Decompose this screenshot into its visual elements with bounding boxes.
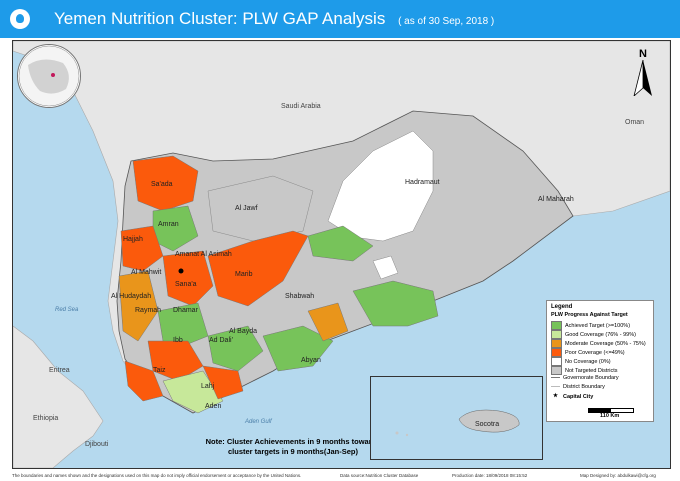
- label-ethiopia: Ethiopia: [33, 415, 59, 422]
- socotra-inset: Socotra: [370, 376, 543, 460]
- legend-swatch: [551, 366, 562, 375]
- region-daleh: [202, 365, 244, 400]
- note-line1: Note: Cluster Achievements in 9 months t…: [205, 437, 381, 446]
- page-title: Yemen Nutrition Cluster: PLW GAP Analysi…: [54, 9, 494, 29]
- globe-locator: [17, 44, 81, 108]
- legend-item: ★ Capital City: [551, 393, 593, 401]
- globe-icon: [18, 45, 80, 107]
- header-bar: Yemen Nutrition Cluster: PLW GAP Analysi…: [0, 0, 680, 38]
- gov-almaharah: Al Maharah: [538, 196, 574, 203]
- gov-shabwah: Shabwah: [285, 293, 315, 300]
- region-shabwah-green: [352, 280, 439, 327]
- scale-bar: [588, 408, 634, 413]
- scale-label: 110 Km: [600, 413, 620, 419]
- region-jawf-green: [307, 225, 374, 262]
- footer-source: Data source:Nutrition Cluster Database: [340, 473, 419, 478]
- legend-item: Poor Coverage (<=49%): [551, 348, 625, 357]
- region-dhamar: [157, 302, 209, 347]
- region-marib: [207, 230, 309, 307]
- gov-hajjah: Hajjah: [123, 236, 143, 243]
- legend-item: Moderate Coverage (50% - 75%): [551, 339, 646, 348]
- label-aden-gulf: Aden Gulf: [245, 419, 272, 425]
- label-djibouti: Djibouti: [85, 441, 109, 448]
- legend-item: Not Targeted Districts: [551, 366, 617, 375]
- region-aljawf: [207, 175, 314, 242]
- label-saudi: Saudi Arabia: [281, 103, 321, 110]
- legend-swatch: [551, 330, 562, 339]
- legend-item: No Coverage (0%): [551, 357, 611, 366]
- land-africa: [13, 325, 104, 468]
- footer: The boundaries and names shown and the d…: [0, 470, 680, 481]
- gov-addali: Ad Dali': [209, 337, 233, 344]
- map-canvas: [13, 41, 670, 468]
- legend-panel: Legend PLW Progress Against Target Achie…: [546, 300, 654, 422]
- map-frame: Saudi Arabia Oman Eritrea Ethiopia Djibo…: [12, 40, 671, 469]
- legend-line: [551, 377, 560, 379]
- gov-lahj: Lahj: [201, 383, 215, 390]
- footer-disclaimer: The boundaries and names shown and the d…: [12, 473, 302, 478]
- legend-swatch: [551, 321, 562, 330]
- legend-item: Good Coverage (76% - 99%): [551, 330, 636, 339]
- gov-almahwit: Al Mahwit: [131, 269, 162, 276]
- gov-socotra: Socotra: [475, 421, 500, 428]
- label-red-sea: Red Sea: [55, 307, 79, 313]
- title-date: ( as of 30 Sep, 2018 ): [398, 16, 495, 27]
- gov-marib: Marib: [235, 271, 253, 278]
- gov-amran: Amran: [158, 221, 179, 228]
- title-text: Yemen Nutrition Cluster: PLW GAP Analysi…: [54, 9, 386, 28]
- capital-star-icon: ★: [553, 393, 558, 399]
- socotra-map: [395, 409, 520, 437]
- legend-line: [551, 386, 560, 388]
- gov-sanaa: Sana'a: [175, 281, 197, 288]
- note-text: Note: Cluster Achievements in 9 months t…: [163, 437, 423, 457]
- legend-swatch: [551, 348, 562, 357]
- region-taiz: [124, 360, 164, 402]
- legend-swatch: [551, 339, 562, 348]
- region-lahj: [162, 370, 224, 414]
- label-oman: Oman: [625, 119, 645, 126]
- gov-amanat: Amanat Al Asimah: [175, 251, 232, 258]
- region-abyan-green: [262, 325, 334, 372]
- gov-saada: Sa'ada: [151, 181, 173, 188]
- label-eritrea: Eritrea: [49, 367, 70, 374]
- footer-designer: Map Designed by: abdulkawi@cfg.org: [580, 473, 656, 478]
- footer-production: Production date: 18/09/2018 08:15:52: [452, 473, 528, 478]
- gov-hadramaut: Hadramaut: [405, 179, 440, 186]
- region-hajjah: [120, 225, 164, 272]
- capital-city-icon: [178, 268, 184, 274]
- gov-dhamar: Dhamar: [173, 307, 198, 314]
- north-arrow-icon: [633, 59, 652, 98]
- note-line2: cluster targets in 9 months(Jan-Sep): [227, 447, 359, 456]
- region-saada: [132, 155, 199, 212]
- legend-title: Legend: [551, 304, 573, 310]
- region-shabwah-orange: [307, 302, 349, 342]
- gov-aljawf: Al Jawf: [235, 205, 258, 212]
- region-hadramaut: [327, 130, 434, 242]
- region-sanaa: [162, 250, 214, 307]
- gov-aden: Aden: [205, 403, 222, 410]
- north-label: N: [639, 48, 647, 60]
- legend-item: Achieved Target (>=100%): [551, 321, 630, 330]
- north-arrow: N: [628, 48, 658, 98]
- region-bayda: [207, 325, 264, 372]
- unicef-logo-icon: [10, 9, 30, 29]
- gov-hudaydah: Al Hudaydah: [111, 293, 152, 300]
- region-hudaydah: [118, 270, 159, 342]
- legend-swatch: [551, 357, 562, 366]
- gov-taiz: Taiz: [153, 367, 166, 374]
- gov-abyan: Abyan: [301, 357, 321, 364]
- legend-item: District Boundary: [551, 384, 605, 392]
- gov-raymah: Raymah: [135, 307, 162, 314]
- gov-albayda: Al Bayda: [229, 328, 258, 335]
- region-ibb: [147, 340, 204, 382]
- region-white-patch: [372, 255, 399, 280]
- legend-item: Governorate Boundary: [551, 375, 619, 383]
- gov-ibb: Ibb: [173, 337, 183, 344]
- legend-subtitle: PLW Progress Against Target: [551, 312, 628, 318]
